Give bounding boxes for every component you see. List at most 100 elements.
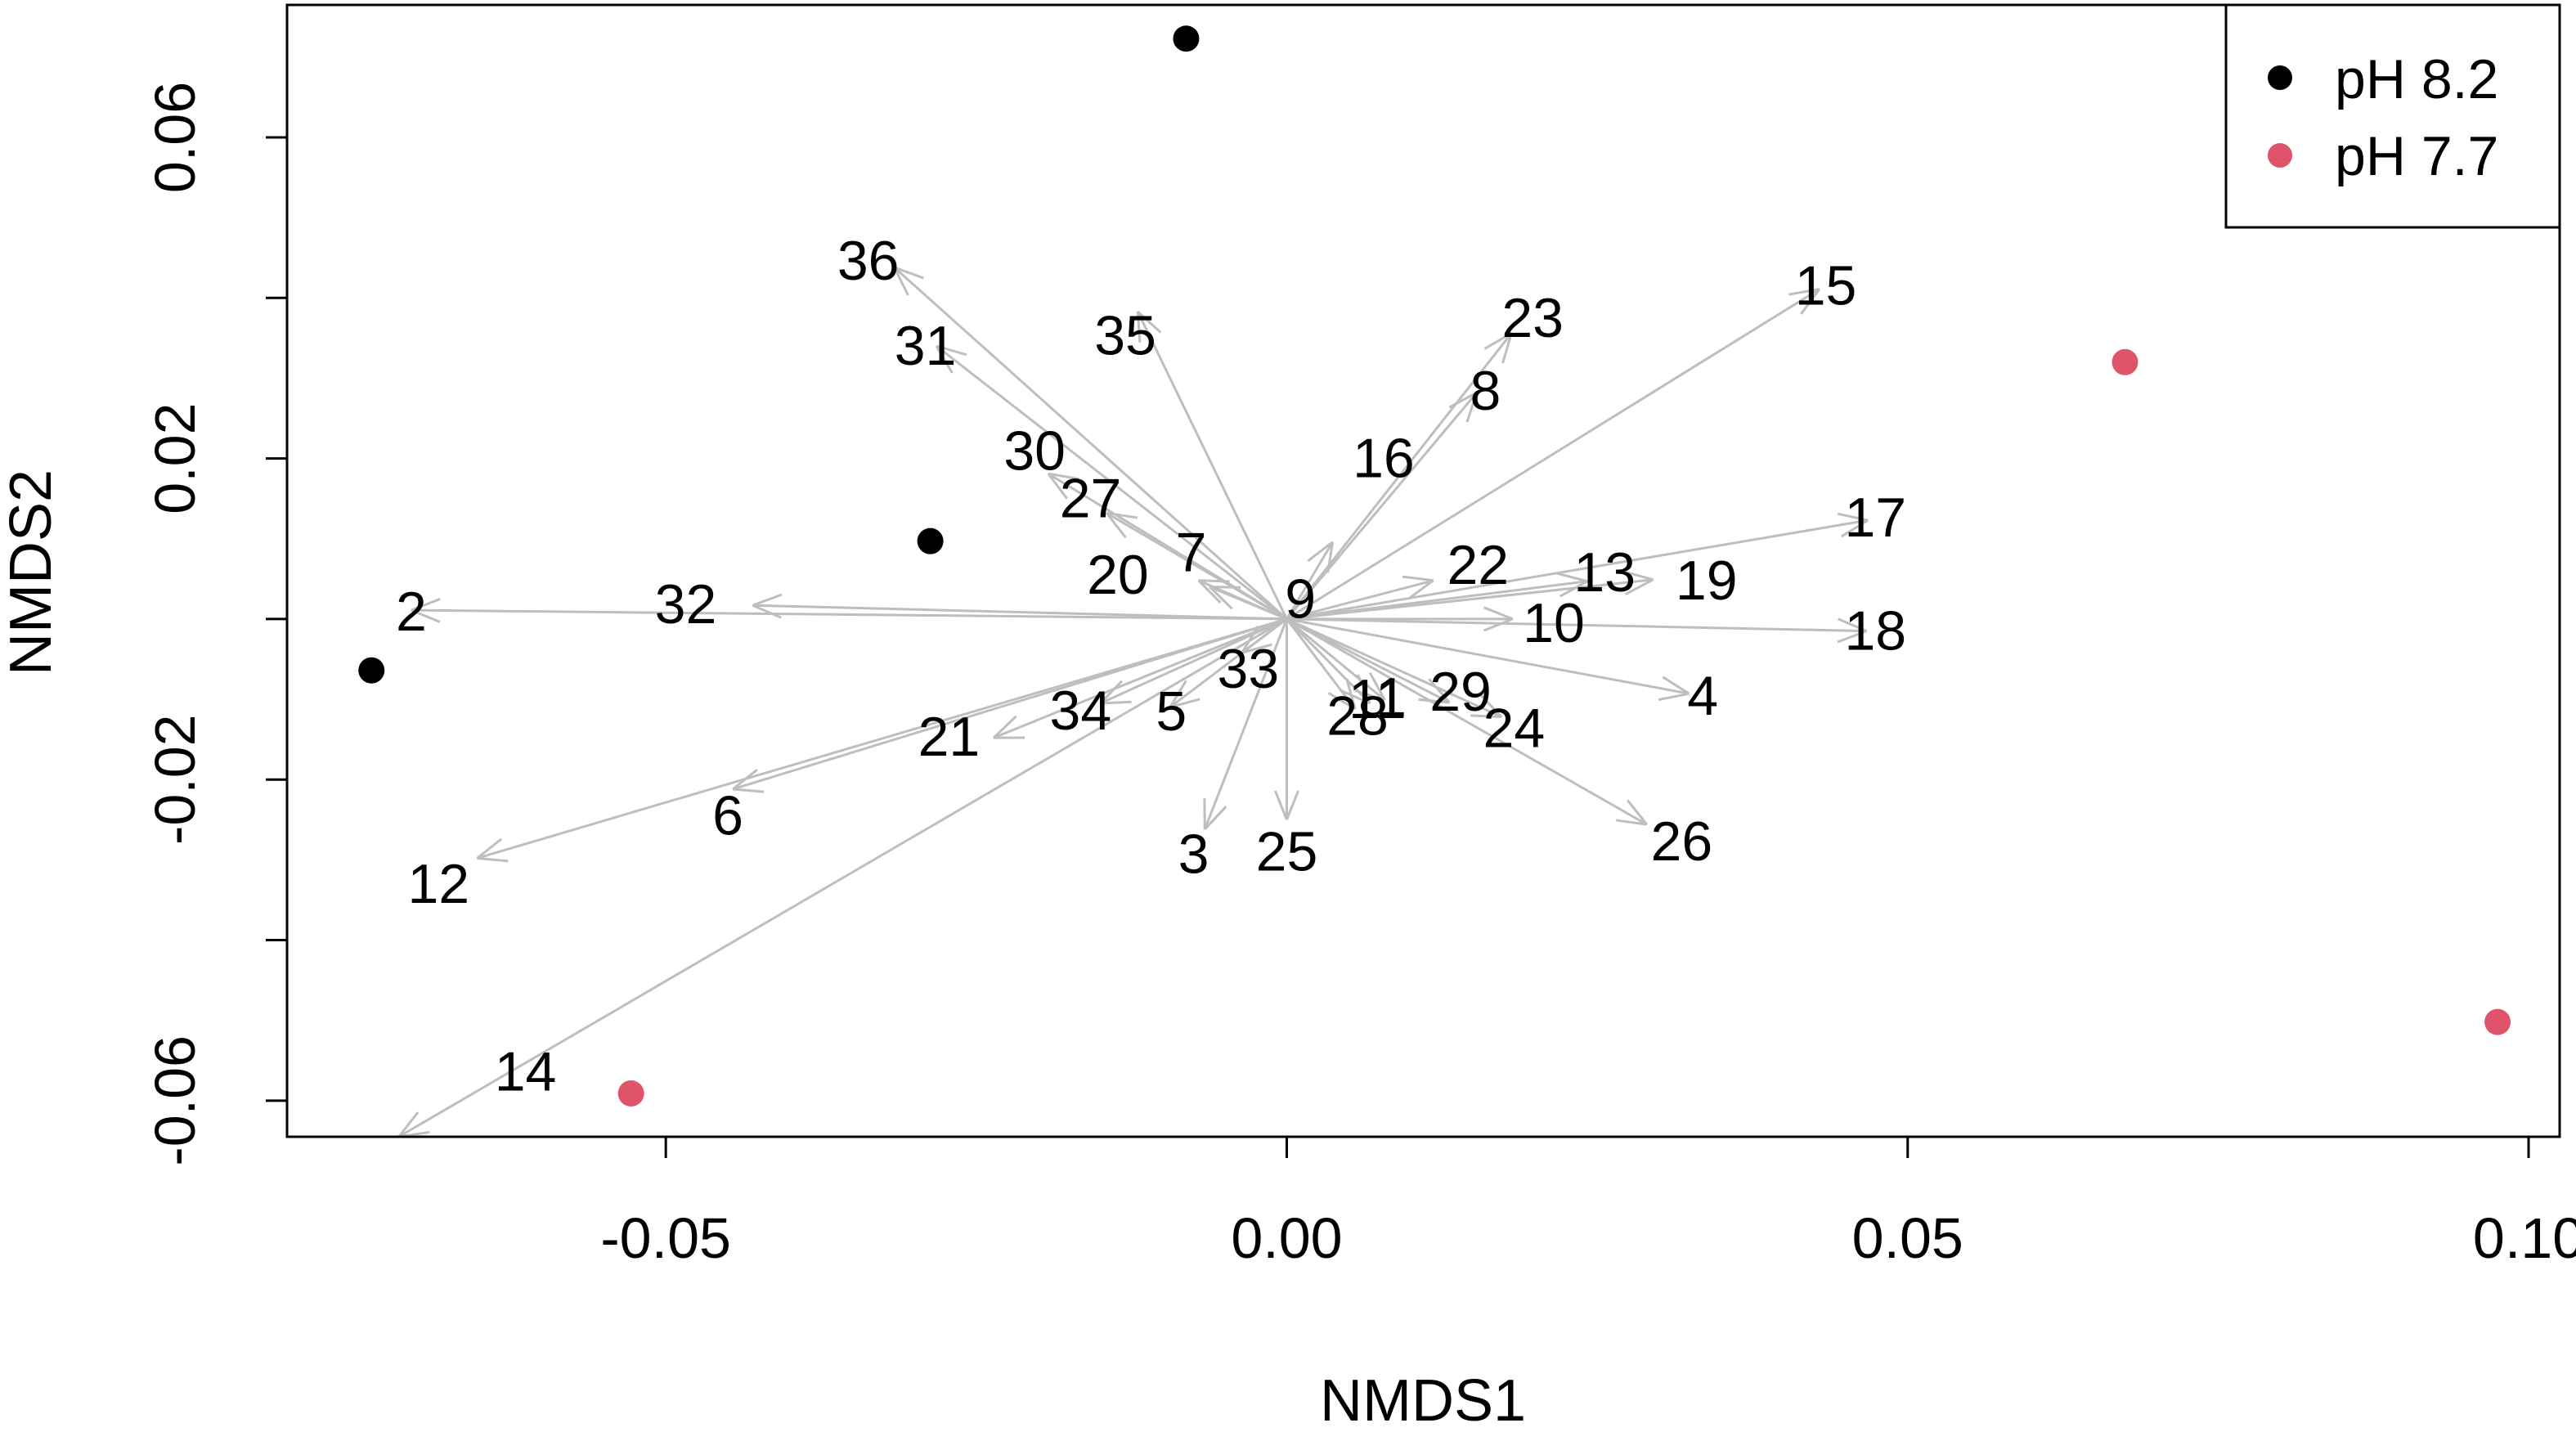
vector-arrowhead: [993, 715, 1017, 739]
vector-arrowhead: [894, 266, 924, 280]
vector-arrowhead: [1241, 625, 1259, 653]
vector-arrowhead: [1340, 689, 1371, 705]
vector-shaft: [1286, 541, 1334, 620]
vector-arrowhead: [1800, 288, 1821, 315]
vector-arrow-32: [752, 593, 1287, 621]
vector-shaft: [1209, 586, 1288, 621]
x-tick-label: 0.10: [2473, 1206, 2576, 1270]
vector-shaft: [1286, 617, 1502, 719]
vector-label-8: 8: [1470, 360, 1501, 422]
vector-label-23: 23: [1501, 287, 1564, 349]
vector-arrow-30: [1047, 472, 1288, 621]
vector-label-20: 20: [1087, 544, 1149, 606]
vector-arrowhead: [1483, 332, 1513, 350]
vector-shaft: [1286, 332, 1513, 620]
vector-arrowhead: [1483, 617, 1514, 632]
vector-arrowhead: [1354, 689, 1385, 702]
vector-arrowhead: [1204, 806, 1227, 831]
vector-label-1: 1: [1376, 667, 1407, 729]
vector-shaft: [476, 617, 1287, 860]
vector-arrow-34: [1099, 617, 1288, 705]
vector-arrow-4: [1286, 617, 1690, 702]
vector-arrowhead: [1556, 572, 1588, 583]
vector-label-4: 4: [1687, 665, 1718, 727]
vector-arrowhead: [1327, 691, 1356, 711]
x-tick-label: -0.05: [600, 1206, 731, 1270]
vector-shaft: [993, 617, 1288, 739]
vector-arrow-36: [893, 266, 1288, 621]
vector-arrow-35: [1136, 310, 1288, 620]
y-tick-label: -0.06: [143, 1035, 207, 1166]
vector-label-33: 33: [1218, 638, 1280, 700]
vector-arrowhead: [1100, 700, 1132, 705]
vector-label-22: 22: [1447, 534, 1509, 596]
vector-arrow-2: [411, 597, 1287, 623]
vector-arrowhead: [1307, 541, 1334, 562]
vector-label-32: 32: [655, 573, 717, 635]
legend-box: [2224, 3, 2561, 229]
vector-label-26: 26: [1651, 810, 1713, 873]
vector-arrow-21: [993, 617, 1288, 739]
vector-arrowhead: [1197, 579, 1222, 604]
legend-marker-ph-7-7: [2268, 143, 2292, 168]
vector-label-28: 28: [1326, 685, 1389, 747]
vector-arrowhead: [411, 597, 441, 612]
vector-arrowhead: [1479, 694, 1503, 718]
vector-arrowhead: [893, 267, 909, 296]
vector-shaft: [1286, 617, 1386, 702]
vector-shaft: [1100, 617, 1288, 705]
x-axis-title: NMDS1: [1320, 1368, 1526, 1432]
vector-arrow-31: [935, 344, 1288, 621]
vector-arrowhead: [1418, 698, 1450, 704]
vector-arrowhead: [1465, 392, 1479, 423]
vector-label-7: 7: [1176, 521, 1207, 583]
vector-shaft: [1286, 617, 1357, 710]
vector-arrowhead: [1616, 819, 1648, 826]
vector-arrowhead: [1658, 692, 1690, 702]
vector-shaft: [1286, 617, 1451, 704]
vector-arrowhead: [1136, 311, 1142, 343]
vector-label-9: 9: [1285, 568, 1316, 630]
vector-arrow-22: [1286, 575, 1434, 621]
vector-arrowhead: [397, 1111, 420, 1138]
vector-label-13: 13: [1573, 541, 1636, 604]
vector-arrowhead: [1788, 287, 1820, 296]
legend-label-ph-7-7: pH 7.7: [2335, 125, 2498, 187]
vector-shaft: [936, 344, 1288, 621]
vector-arrow-3: [1203, 618, 1288, 831]
vector-arrowhead: [1169, 698, 1200, 709]
vector-shaft: [893, 266, 1288, 621]
vector-label-12: 12: [407, 853, 469, 915]
x-tick-label: 0.00: [1231, 1206, 1342, 1270]
vector-label-35: 35: [1094, 304, 1156, 366]
x-tick-label: 0.05: [1852, 1206, 1963, 1270]
vector-arrowhead: [1241, 643, 1272, 654]
vector-shaft: [1286, 578, 1654, 621]
vector-arrowhead: [936, 344, 967, 357]
vector-arrow-19: [1286, 570, 1654, 621]
vector-shaft: [411, 608, 1287, 621]
y-tick-label: -0.02: [143, 714, 207, 845]
vector-arrowhead: [1106, 512, 1127, 539]
vector-label-29: 29: [1429, 661, 1492, 723]
vector-arrowhead: [1368, 671, 1386, 701]
vector-arrowhead: [1627, 799, 1649, 826]
vector-shaft: [1286, 579, 1434, 621]
vector-arrowhead: [1345, 678, 1357, 710]
vector-shaft: [1136, 311, 1288, 620]
vector-shaft: [1286, 617, 1867, 633]
vector-label-19: 19: [1676, 550, 1738, 612]
vector-label-24: 24: [1483, 697, 1546, 759]
site-points: [358, 25, 2511, 1107]
vector-shaft: [1286, 617, 1690, 695]
y-tick-label: 0.02: [143, 402, 207, 514]
vector-arrow-15: [1286, 287, 1821, 621]
vector-arrowhead: [477, 856, 509, 863]
vector-label-11: 11: [1349, 668, 1407, 730]
vector-label-18: 18: [1844, 600, 1906, 662]
vector-arrow-12: [476, 617, 1287, 863]
site-point-series-1: [617, 1080, 644, 1107]
vector-arrow-33: [1241, 617, 1288, 654]
vector-label-31: 31: [895, 315, 957, 377]
vector-arrowhead: [1837, 630, 1868, 644]
